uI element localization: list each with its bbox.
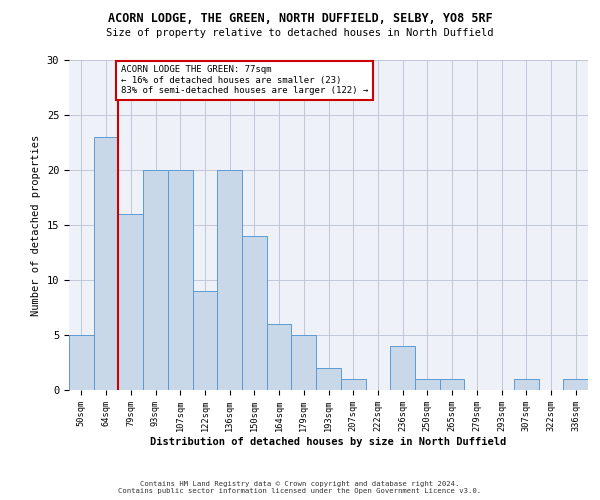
Bar (440, 379, 464, 390)
Bar (118, 214, 143, 390)
Bar (242, 236, 267, 390)
Bar (514, 379, 539, 390)
Text: Contains HM Land Registry data © Crown copyright and database right 2024.
Contai: Contains HM Land Registry data © Crown c… (118, 481, 482, 494)
Bar (292, 335, 316, 390)
Bar (217, 170, 242, 390)
Bar (415, 379, 440, 390)
Bar (94, 137, 118, 390)
Bar (563, 379, 588, 390)
Bar (168, 170, 193, 390)
Bar (316, 368, 341, 390)
Bar (267, 324, 292, 390)
Y-axis label: Number of detached properties: Number of detached properties (31, 134, 41, 316)
Bar (341, 379, 365, 390)
Bar (193, 291, 217, 390)
Text: ACORN LODGE THE GREEN: 77sqm
← 16% of detached houses are smaller (23)
83% of se: ACORN LODGE THE GREEN: 77sqm ← 16% of de… (121, 66, 368, 96)
Bar (390, 346, 415, 390)
Bar (143, 170, 168, 390)
X-axis label: Distribution of detached houses by size in North Duffield: Distribution of detached houses by size … (151, 437, 506, 447)
Text: ACORN LODGE, THE GREEN, NORTH DUFFIELD, SELBY, YO8 5RF: ACORN LODGE, THE GREEN, NORTH DUFFIELD, … (107, 12, 493, 26)
Text: Size of property relative to detached houses in North Duffield: Size of property relative to detached ho… (106, 28, 494, 38)
Bar (69, 335, 94, 390)
